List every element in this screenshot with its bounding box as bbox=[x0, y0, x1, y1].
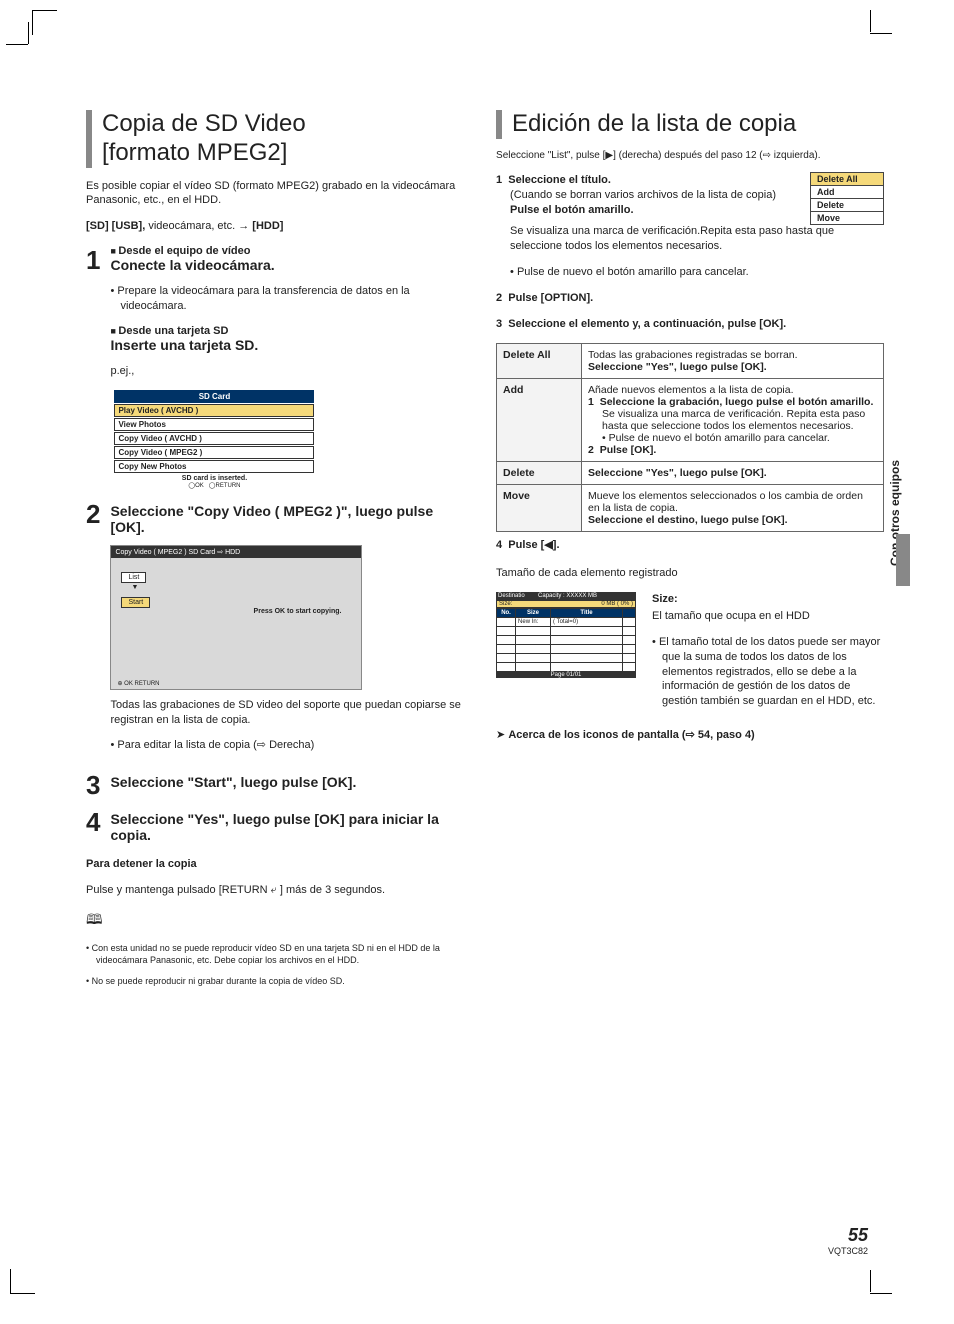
stop-heading: Para detener la copia bbox=[86, 857, 464, 872]
from-sd-label: Desde una tarjeta SD bbox=[110, 325, 464, 337]
connect-camcorder: Conecte la videocámara. bbox=[110, 257, 464, 273]
step-number-2: 2 bbox=[86, 499, 100, 765]
mpeg-dialog-figure: Copy Video ( MPEG2 ) SD Card ⇨ HDD List … bbox=[110, 545, 362, 690]
size-label: Size: bbox=[652, 592, 884, 607]
stop-body: Pulse y mantenga pulsado [RETURN ⤶ ] más… bbox=[86, 883, 464, 898]
size-desc-2: El tamaño total de los datos puede ser m… bbox=[652, 635, 884, 709]
mpeg-start: Start bbox=[121, 597, 150, 608]
manual-icon: 🕮 bbox=[86, 909, 103, 933]
intro-text: Es posible copiar el vídeo SD (formato M… bbox=[86, 179, 464, 209]
mpeg-msg: Press OK to start copying. bbox=[254, 608, 342, 615]
popup-menu-figure: Delete All Add Delete Move bbox=[810, 172, 884, 224]
step4-text: Seleccione "Yes", luego pulse [OK] para … bbox=[110, 811, 464, 843]
prepare-note: Prepare la videocámara para la transfere… bbox=[110, 284, 464, 314]
from-video-label: Desde el equipo de vídeo bbox=[110, 245, 464, 257]
footnote-1: Con esta unidad no se puede reproducir v… bbox=[86, 942, 464, 966]
mpeg-list: List bbox=[121, 572, 146, 583]
eg-label: p.ej., bbox=[110, 364, 464, 379]
r1-check: Se visualiza una marca de verificación.R… bbox=[496, 224, 884, 254]
popup-item: Delete All bbox=[810, 172, 884, 186]
size-desc-1: El tamaño que ocupa en el HDD bbox=[652, 609, 884, 624]
step-number-1: 1 bbox=[86, 245, 100, 489]
cell-add-v: Añade nuevos elementos a la lista de cop… bbox=[582, 378, 884, 461]
page-number: 55 bbox=[828, 1225, 868, 1246]
section-title-right: Edición de la lista de copia bbox=[496, 110, 884, 139]
r1-paren: (Cuando se borran varios archivos de la … bbox=[496, 188, 776, 203]
sdcard-item: Play Video ( AVCHD ) bbox=[114, 404, 314, 417]
popup-item: Add bbox=[810, 185, 884, 199]
r1-cancel: Pulse de nuevo el botón amarillo para ca… bbox=[510, 265, 884, 280]
right-intro: Seleccione "List", pulse [▶] (derecha) d… bbox=[496, 149, 884, 163]
step2-text: Seleccione "Copy Video ( MPEG2 )", luego… bbox=[110, 503, 464, 535]
section-title-left: Copia de SD Video[formato MPEG2] bbox=[86, 110, 464, 168]
r3-text: Seleccione el elemento y, a continuación… bbox=[508, 318, 786, 330]
icons-xref: ➤ Acerca de los iconos de pantalla (⇨ 54… bbox=[496, 728, 884, 743]
cell-delete-v: Seleccione "Yes", luego pulse [OK]. bbox=[582, 461, 884, 484]
cell-deleteall-v: Todas las grabaciones registradas se bor… bbox=[582, 343, 884, 378]
r1-yellow: Pulse el botón amarillo. bbox=[496, 203, 633, 218]
step2-note1: Todas las grabaciones de SD video del so… bbox=[110, 698, 464, 728]
cell-move-v: Mueve los elementos seleccionados o los … bbox=[582, 484, 884, 531]
popup-item: Move bbox=[810, 211, 884, 225]
mpeg-top: Copy Video ( MPEG2 ) SD Card ⇨ HDD bbox=[111, 546, 361, 558]
cell-add-k: Add bbox=[497, 378, 582, 461]
insert-sd: Inserte una tarjeta SD. bbox=[110, 337, 464, 353]
r1-heading: Seleccione el título. bbox=[508, 174, 611, 186]
size-heading: Tamaño de cada elemento registrado bbox=[496, 566, 884, 581]
sdcard-item: Copy New Photos bbox=[114, 460, 314, 473]
popup-item: Delete bbox=[810, 198, 884, 212]
step2-note2: Para editar la lista de copia (⇨ Derecha… bbox=[110, 738, 464, 753]
side-tab-marker bbox=[896, 534, 910, 586]
footnote-2: No se puede reproducir ni grabar durante… bbox=[86, 975, 464, 987]
sdcard-item: Copy Video ( MPEG2 ) bbox=[114, 446, 314, 459]
r2-text: Pulse [OPTION]. bbox=[508, 292, 593, 304]
cell-delete-k: Delete bbox=[497, 461, 582, 484]
sdcard-item: Copy Video ( AVCHD ) bbox=[114, 432, 314, 445]
sdcard-foot: SD card is inserted. bbox=[114, 475, 314, 482]
size-figure: Destinatio Capacity : XXXXX MB Size:0 MB… bbox=[496, 592, 636, 678]
sdcard-title: SD Card bbox=[114, 390, 314, 403]
cell-deleteall-k: Delete All bbox=[497, 343, 582, 378]
step-number-4: 4 bbox=[86, 807, 100, 843]
sdcard-okret: ◯OK ◯RETURN bbox=[114, 482, 314, 489]
sdcard-item: View Photos bbox=[114, 418, 314, 431]
options-table: Delete All Todas las grabaciones registr… bbox=[496, 343, 884, 532]
cell-move-k: Move bbox=[497, 484, 582, 531]
doc-code: VQT3C82 bbox=[828, 1246, 868, 1256]
step3-text: Seleccione "Start", luego pulse [OK]. bbox=[110, 774, 464, 790]
r4-text: Pulse [◀]. bbox=[508, 539, 559, 551]
intro-format: [SD] [USB], videocámara, etc. → [HDD] bbox=[86, 219, 464, 234]
mpeg-foot: ⊕ OK RETURN bbox=[111, 678, 361, 689]
sdcard-menu-figure: SD Card Play Video ( AVCHD ) View Photos… bbox=[114, 390, 314, 489]
step-number-3: 3 bbox=[86, 770, 100, 801]
